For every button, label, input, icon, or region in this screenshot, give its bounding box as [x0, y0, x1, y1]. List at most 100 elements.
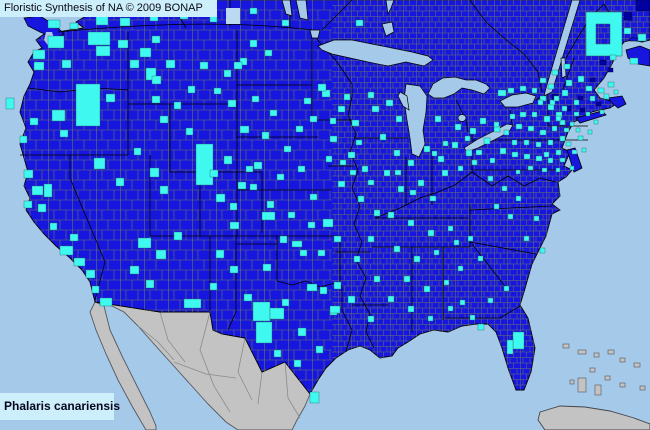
- county-marker: [561, 89, 569, 97]
- county-marker: [569, 165, 575, 171]
- delmarva: [566, 147, 583, 173]
- county-marker: [383, 169, 391, 177]
- county-marker: [623, 27, 632, 35]
- county-marker: [357, 195, 365, 203]
- county-marker: [151, 75, 162, 85]
- county-marker: [541, 167, 548, 173]
- county-marker: [553, 95, 560, 102]
- county-marker: [431, 150, 438, 157]
- county-marker: [515, 169, 521, 175]
- county-marker: [587, 129, 593, 135]
- county-marker: [515, 195, 522, 202]
- county-marker: [539, 77, 547, 84]
- county-marker: [319, 286, 328, 295]
- county-marker: [213, 87, 222, 95]
- county-marker: [165, 59, 176, 69]
- county-marker: [173, 231, 183, 241]
- county-marker: [593, 119, 599, 125]
- county-marker: [339, 159, 347, 166]
- county-marker: [115, 177, 125, 187]
- county-marker: [453, 239, 460, 246]
- county-marker: [442, 140, 449, 147]
- county-marker: [343, 93, 351, 101]
- county-marker: [523, 139, 530, 146]
- county-marker: [407, 159, 415, 167]
- county-marker: [519, 85, 527, 92]
- county-marker: [539, 129, 547, 136]
- county-marker: [29, 117, 39, 126]
- county-marker: [264, 49, 273, 57]
- county-marker: [459, 299, 466, 306]
- baja-peninsula: [89, 301, 157, 430]
- county-marker: [551, 69, 559, 76]
- county-marker: [464, 135, 471, 142]
- county-marker: [37, 203, 47, 213]
- county-marker: [233, 61, 243, 70]
- county-marker: [527, 165, 534, 171]
- county-marker: [309, 193, 318, 201]
- county-marker: [306, 283, 318, 292]
- lake-st-clair: [457, 114, 467, 122]
- county-marker: [387, 211, 395, 219]
- county-marker: [563, 127, 570, 133]
- county-marker: [105, 93, 116, 103]
- cape-cod: [607, 95, 627, 109]
- county-marker: [31, 185, 44, 196]
- county-marker: [503, 129, 510, 136]
- county-marker: [501, 185, 508, 192]
- county-marker: [69, 233, 79, 242]
- county-marker: [269, 109, 278, 117]
- county-marker: [351, 119, 360, 127]
- county-marker: [133, 147, 142, 156]
- county-marker: [19, 135, 28, 144]
- county-marker: [173, 101, 182, 110]
- county-marker: [597, 87, 605, 94]
- county-marker: [159, 185, 169, 195]
- county-marker: [457, 165, 464, 172]
- county-marker: [227, 99, 237, 108]
- county-marker: [297, 165, 306, 173]
- county-marker: [325, 155, 333, 163]
- county-marker: [394, 169, 402, 176]
- county-marker: [385, 99, 394, 107]
- county-marker: [347, 151, 356, 159]
- lake-of-the-woods: [309, 29, 321, 39]
- county-marker: [337, 105, 346, 113]
- county-marker: [355, 19, 364, 27]
- county-marker: [427, 315, 434, 322]
- county-marker: [603, 93, 610, 100]
- county-marker: [119, 17, 131, 27]
- county-marker: [229, 202, 238, 211]
- county-marker: [367, 235, 375, 243]
- county-marker: [61, 59, 72, 69]
- county-marker: [137, 237, 152, 249]
- county-marker: [117, 39, 129, 49]
- county-marker: [393, 149, 401, 157]
- county-marker: [151, 95, 161, 104]
- county-marker: [585, 85, 593, 92]
- county-marker: [387, 295, 395, 303]
- county-marker: [333, 281, 342, 290]
- species-name: Phalaris canariensis: [4, 399, 121, 413]
- lake-huron: [427, 76, 491, 99]
- county-marker: [489, 157, 496, 164]
- county-marker: [47, 19, 61, 29]
- county-marker: [511, 139, 518, 146]
- county-marker: [91, 285, 100, 294]
- county-marker: [237, 181, 247, 190]
- cuba: [537, 405, 650, 430]
- county-marker: [607, 67, 614, 73]
- county-marker: [543, 151, 550, 158]
- bahamas: [562, 343, 646, 396]
- prairie-lake: [226, 8, 240, 24]
- county-marker: [443, 279, 450, 286]
- county-marker: [523, 153, 531, 160]
- county-marker: [447, 225, 454, 232]
- county-marker: [477, 323, 485, 331]
- county-marker: [287, 211, 296, 219]
- county-marker: [599, 109, 605, 115]
- county-marker: [347, 295, 356, 304]
- county-marker: [559, 135, 566, 142]
- county-marker: [507, 213, 514, 220]
